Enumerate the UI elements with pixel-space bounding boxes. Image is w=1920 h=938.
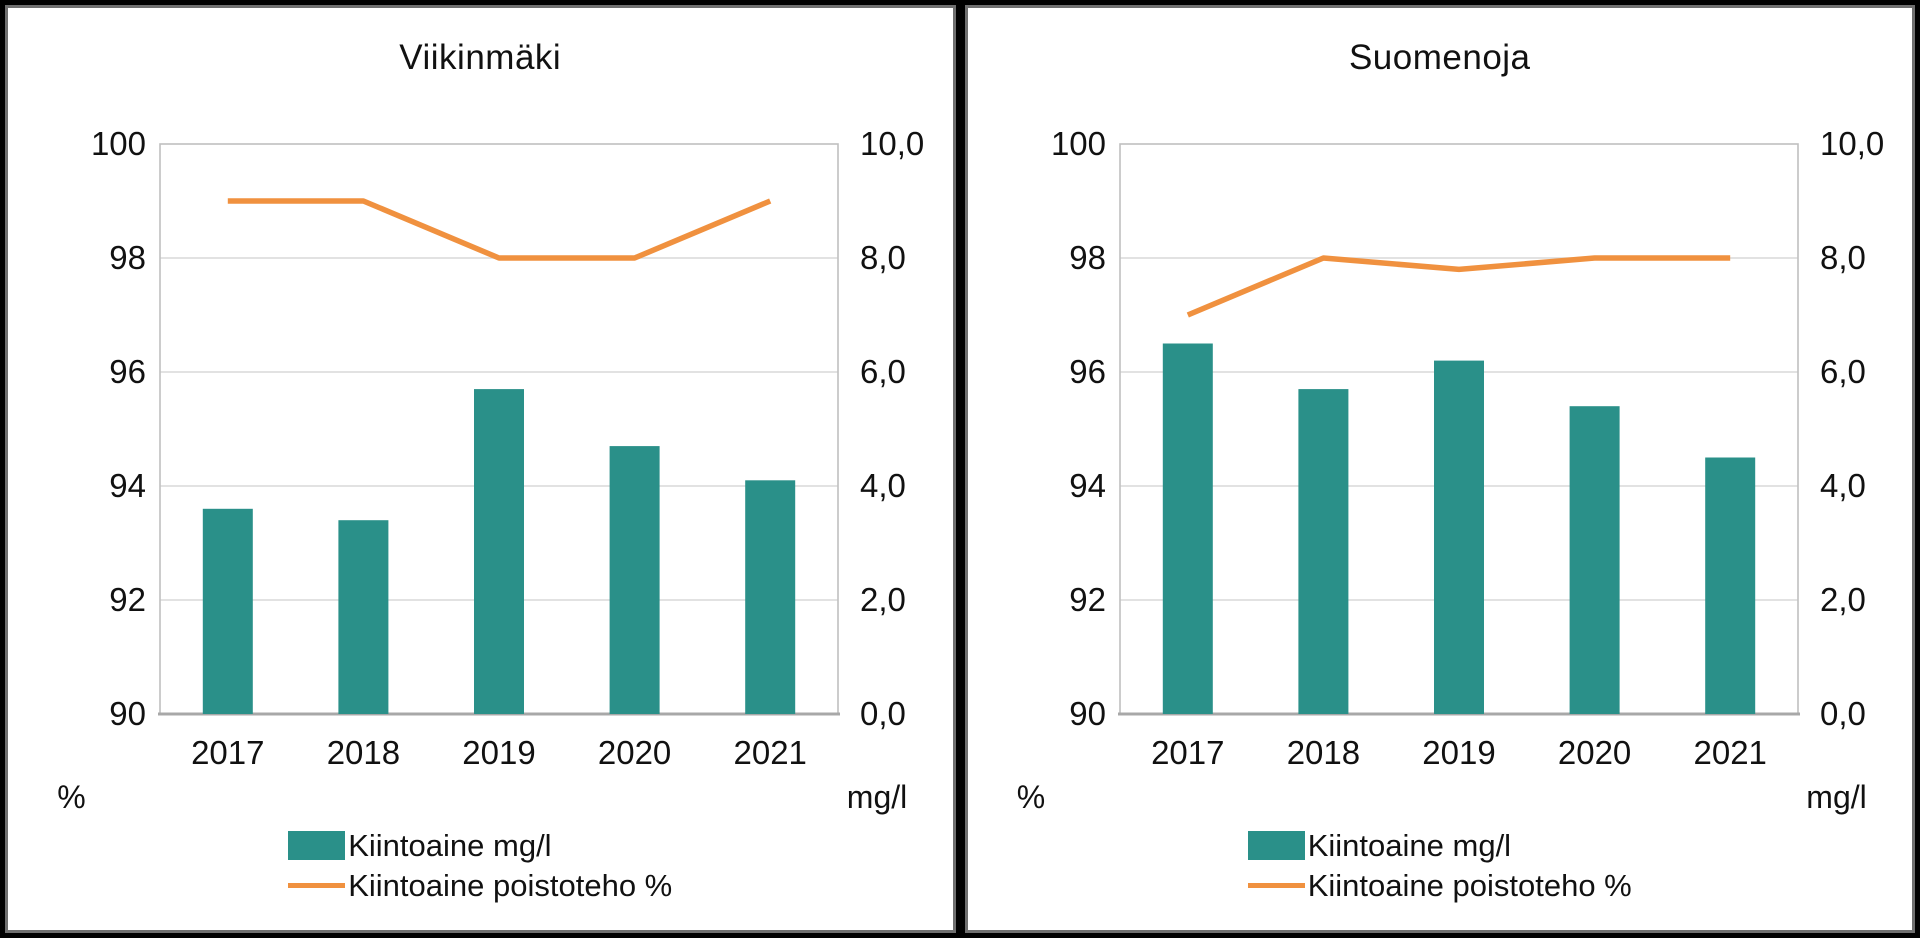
legend-label-line: Kiintoaine poistoteho % xyxy=(1307,868,1632,903)
left-axis-tick-label: 100 xyxy=(91,125,146,162)
bar xyxy=(1569,406,1620,714)
bar xyxy=(338,520,389,714)
bar xyxy=(609,446,660,714)
left-axis-tick-label: 96 xyxy=(110,353,147,390)
x-axis-tick-label: 2020 xyxy=(1558,734,1631,771)
legend-label-bar: Kiintoaine mg/l xyxy=(348,828,552,863)
left-axis-tick-label: 94 xyxy=(110,467,147,504)
left-axis-tick-label: 92 xyxy=(110,581,147,618)
left-axis-unit-label: % xyxy=(1016,779,1046,815)
legend-label-bar: Kiintoaine mg/l xyxy=(1307,828,1512,863)
left-axis-tick-label: 96 xyxy=(1069,353,1106,390)
chart-panel-viikinmaki: Viikinmäki 100 98 96 94 92 90 10,0 8,0 6,0 4,0 2,0… xyxy=(5,5,956,933)
right-axis-tick-label: 6,0 xyxy=(1820,353,1866,390)
left-axis-tick-label: 94 xyxy=(1069,467,1106,504)
left-axis-tick-label: 98 xyxy=(1069,239,1106,276)
x-axis-tick-label: 2018 xyxy=(327,734,400,771)
left-axis-tick-label: 92 xyxy=(1069,581,1106,618)
chart-title: Suomenoja xyxy=(1348,38,1531,77)
right-axis-tick-label: 4,0 xyxy=(1820,467,1866,504)
legend-item-bar: Kiintoaine mg/l xyxy=(288,830,672,861)
right-axis-unit-label: mg/l xyxy=(1806,779,1867,815)
bar xyxy=(1704,457,1755,714)
x-axis-tick-label: 2021 xyxy=(1693,734,1766,771)
right-axis-tick-label: 6,0 xyxy=(860,353,906,390)
right-axis-tick-label: 4,0 xyxy=(860,467,906,504)
axis-units-row: % mg/l xyxy=(15,779,945,816)
x-axis-tick-label: 2021 xyxy=(734,734,807,771)
x-axis-tick-label: 2020 xyxy=(598,734,671,771)
bar xyxy=(1298,389,1349,714)
bar xyxy=(203,508,254,714)
bar-series-swatch-icon xyxy=(288,831,346,860)
left-axis-tick-label: 90 xyxy=(110,695,147,732)
right-axis-tick-label: 0,0 xyxy=(860,695,906,732)
legend-item-line: Kiintoaine poistoteho % xyxy=(288,870,672,901)
right-axis-tick-label: 10,0 xyxy=(860,125,924,162)
legend: Kiintoaine mg/l Kiintoaine poistoteho % xyxy=(1247,828,1632,903)
line-series-swatch-icon xyxy=(288,883,346,888)
chart-panel-suomenoja: Suomenoja 100 98 96 94 92 90 10,0 8,0 6,0 4,0 2,0 0… xyxy=(964,5,1915,933)
axis-units-row: % mg/l xyxy=(975,779,1905,816)
left-axis-tick-label: 98 xyxy=(110,239,147,276)
chart-canvas: 100 98 96 94 92 90 10,0 8,0 6,0 4,0 2,0 0,0 2017 2018… xyxy=(91,125,924,771)
x-axis-tick-label: 2017 xyxy=(191,734,264,771)
line-series xyxy=(228,198,772,261)
right-axis-tick-label: 2,0 xyxy=(860,581,906,618)
left-axis-unit-label: % xyxy=(57,779,86,815)
right-axis-tick-label: 2,0 xyxy=(1820,581,1866,618)
x-axis-tick-label: 2017 xyxy=(1151,734,1224,771)
legend-item-line: Kiintoaine poistoteho % xyxy=(1247,868,1632,903)
legend-item-bar: Kiintoaine mg/l xyxy=(1247,828,1632,863)
line-series xyxy=(1186,255,1730,318)
right-axis-tick-label: 8,0 xyxy=(1820,239,1866,276)
chart-canvas: 100 98 96 94 92 90 10,0 8,0 6,0 4,0 2,0 0,0 2017 2018… xyxy=(1051,125,1884,771)
bar xyxy=(474,389,525,714)
legend-label-line: Kiintoaine poistoteho % xyxy=(348,868,673,903)
bar xyxy=(1162,343,1213,714)
legend: Kiintoaine mg/l Kiintoaine poistoteho % xyxy=(288,830,672,901)
right-axis-tick-label: 8,0 xyxy=(860,239,906,276)
right-axis-tick-label: 0,0 xyxy=(1820,695,1866,732)
x-axis-tick-label: 2019 xyxy=(463,734,536,771)
left-axis-tick-label: 90 xyxy=(1069,695,1106,732)
x-axis-tick-label: 2019 xyxy=(1422,734,1495,771)
bar xyxy=(745,480,796,714)
x-axis-tick-label: 2018 xyxy=(1286,734,1359,771)
bar xyxy=(1433,360,1484,714)
chart-title: Viikinmäki xyxy=(399,38,562,77)
right-axis-tick-label: 10,0 xyxy=(1820,125,1884,162)
line-series-swatch-icon xyxy=(1247,883,1305,888)
right-axis-unit-label: mg/l xyxy=(846,779,908,815)
bar-series-swatch-icon xyxy=(1247,831,1305,860)
left-axis-tick-label: 100 xyxy=(1051,125,1106,162)
